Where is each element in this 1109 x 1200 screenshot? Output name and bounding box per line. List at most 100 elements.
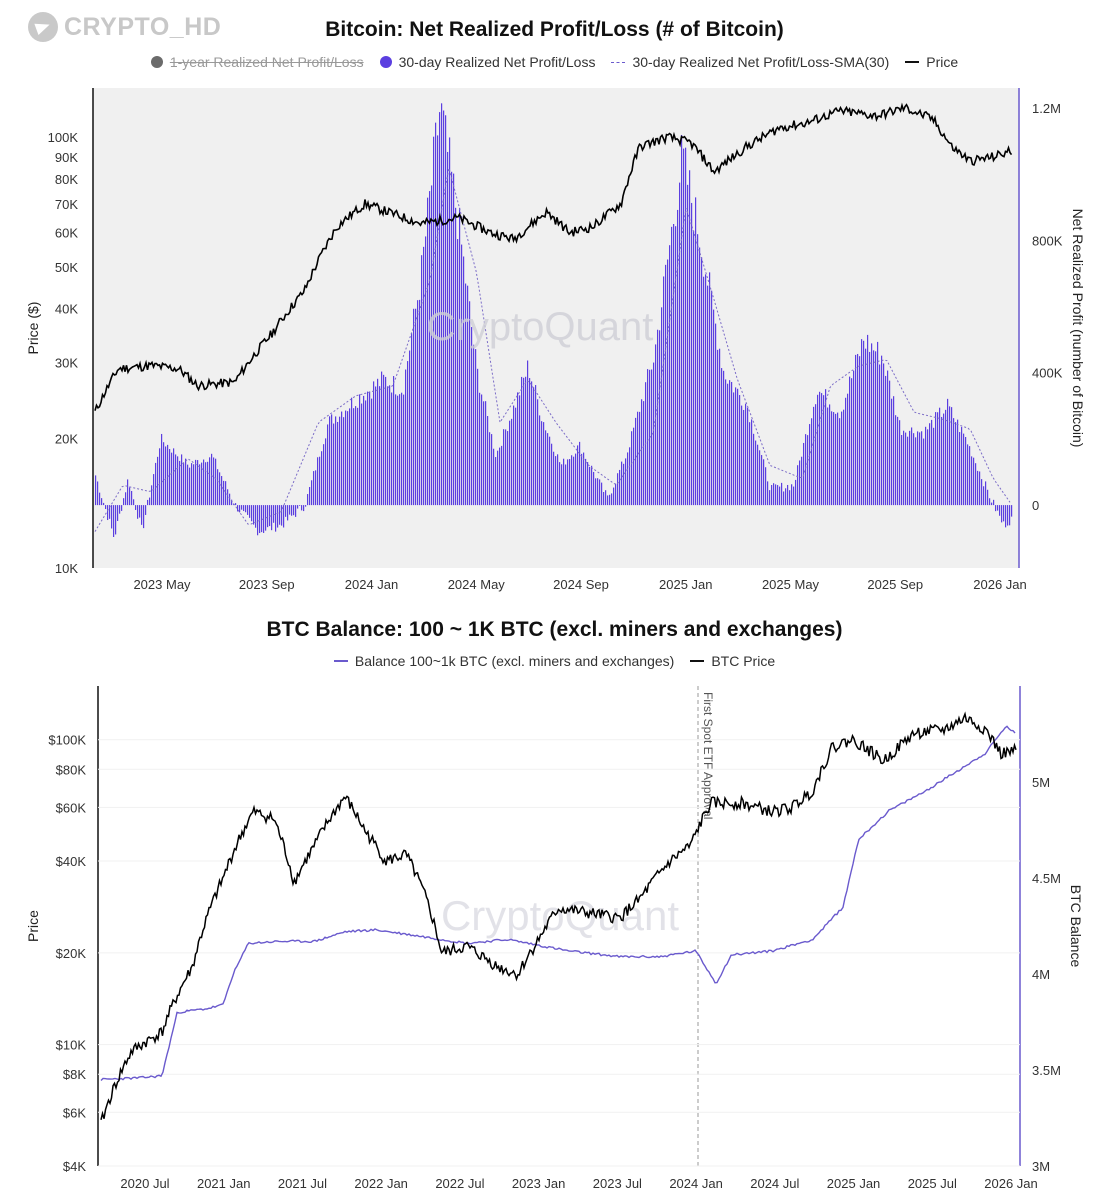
pl-bar (787, 484, 789, 506)
pl-bar (557, 454, 559, 506)
pl-bar (829, 404, 831, 506)
pl-bar (245, 505, 247, 513)
pl-bar (931, 419, 933, 506)
pl-bar (691, 202, 693, 506)
pl-bar (551, 443, 553, 506)
pl-bar (687, 184, 689, 506)
legend-item-30d-pl[interactable]: 30-day Realized Net Profit/Loss (379, 54, 595, 70)
pl-bar (563, 458, 565, 506)
pl-bar (391, 392, 393, 506)
pl-bar (715, 323, 717, 506)
legend-line-icon (905, 61, 920, 63)
legend-dash-icon (611, 61, 626, 63)
pl-bar (349, 408, 351, 506)
pl-bar (741, 405, 743, 506)
x-tick-label: 2025 Jan (827, 1176, 881, 1191)
pl-bar (473, 344, 475, 506)
pl-bar (1001, 505, 1003, 523)
pl-bar (793, 486, 795, 506)
pl-bar (413, 308, 415, 506)
legend-item-1y-pl[interactable]: 1-year Realized Net Profit/Loss (150, 54, 364, 70)
pl-bar (1011, 505, 1013, 517)
pl-bar (881, 355, 883, 506)
chart1-legend: 1-year Realized Net Profit/Loss 30-day R… (0, 54, 1109, 70)
pl-bar (259, 505, 261, 534)
pl-bar (161, 433, 163, 506)
legend-item-sma[interactable]: 30-day Realized Net Profit/Loss-SMA(30) (611, 54, 889, 70)
pl-bar (777, 485, 779, 506)
pl-bar (905, 432, 907, 506)
pl-bar (845, 397, 847, 506)
pl-bar (121, 505, 123, 511)
pl-bar (627, 452, 629, 506)
chart2-right-ticks: 3M 3.5M 4M 4.5M 5M (1032, 775, 1061, 1174)
pl-bar (131, 490, 133, 506)
pl-bar (731, 381, 733, 506)
pl-bar (219, 472, 221, 506)
x-tick-label: 2023 Jan (512, 1176, 566, 1191)
pl-bar (385, 376, 387, 506)
x-tick-label: 2020 Jul (120, 1176, 169, 1191)
pl-bar (861, 339, 863, 506)
chart2-price-line (100, 711, 1017, 1120)
pl-bar (479, 392, 481, 506)
pl-bar (813, 406, 815, 506)
pl-bar (267, 505, 269, 528)
chart1-price-line (94, 102, 1013, 411)
chart2-balance-line (100, 725, 1016, 1081)
pl-bar (883, 363, 885, 506)
pl-bar (873, 350, 875, 506)
pl-bar (439, 112, 441, 506)
pl-bar (631, 431, 633, 506)
chart1-left-ticks: 10K 20K 30K 40K 50K 60K 70K 80K 90K 100K (48, 130, 79, 576)
pl-bar (97, 481, 99, 506)
pl-bar (721, 368, 723, 506)
pl-bar (165, 446, 167, 506)
pl-bar (641, 399, 643, 506)
x-tick-label: 2026 Jan (984, 1176, 1038, 1191)
pl-bar (483, 401, 485, 506)
pl-bar (251, 505, 253, 522)
pl-bar (445, 115, 447, 506)
pl-bar (651, 369, 653, 506)
pl-bar (689, 170, 691, 506)
pl-bar (393, 376, 395, 506)
pl-bar (329, 416, 331, 506)
pl-bar (197, 460, 199, 506)
pl-bar (891, 398, 893, 506)
pl-bar (595, 478, 597, 506)
pl-bar (537, 399, 539, 506)
pl-bar (227, 489, 229, 506)
pl-bar (639, 411, 641, 506)
x-tick-label: 2024 Sep (553, 577, 609, 592)
legend-item-btc-price[interactable]: BTC Price (690, 653, 775, 669)
pl-bar (159, 448, 161, 506)
pl-bar (719, 348, 721, 506)
chart2-y-left-label: Price (25, 910, 41, 942)
pl-bar (357, 407, 359, 506)
pl-bar (211, 453, 213, 506)
x-tick-label: 2023 Sep (239, 577, 295, 592)
pl-bar (911, 427, 913, 506)
pl-bar (737, 388, 739, 506)
x-tick-label: 2021 Jan (197, 1176, 251, 1191)
pl-bar (855, 354, 857, 506)
legend-item-balance[interactable]: Balance 100~1k BTC (excl. miners and exc… (333, 653, 674, 669)
pl-bar (993, 499, 995, 506)
pl-bar (729, 380, 731, 506)
pl-bar (243, 505, 245, 512)
pl-bar (429, 191, 431, 506)
pl-bar (673, 224, 675, 506)
pl-bar (405, 369, 407, 506)
y-left-tick-label: 80K (55, 172, 78, 187)
pl-bar (583, 452, 585, 506)
pl-bar (555, 456, 557, 506)
pl-bar (145, 505, 147, 515)
pl-bar (225, 481, 227, 506)
chart2-grid (98, 739, 1020, 1167)
pl-bar (173, 448, 175, 506)
legend-item-price[interactable]: Price (905, 54, 958, 70)
pl-bar (871, 343, 873, 506)
y-right-tick-label: 3.5M (1032, 1063, 1061, 1078)
pl-bar (603, 492, 605, 506)
